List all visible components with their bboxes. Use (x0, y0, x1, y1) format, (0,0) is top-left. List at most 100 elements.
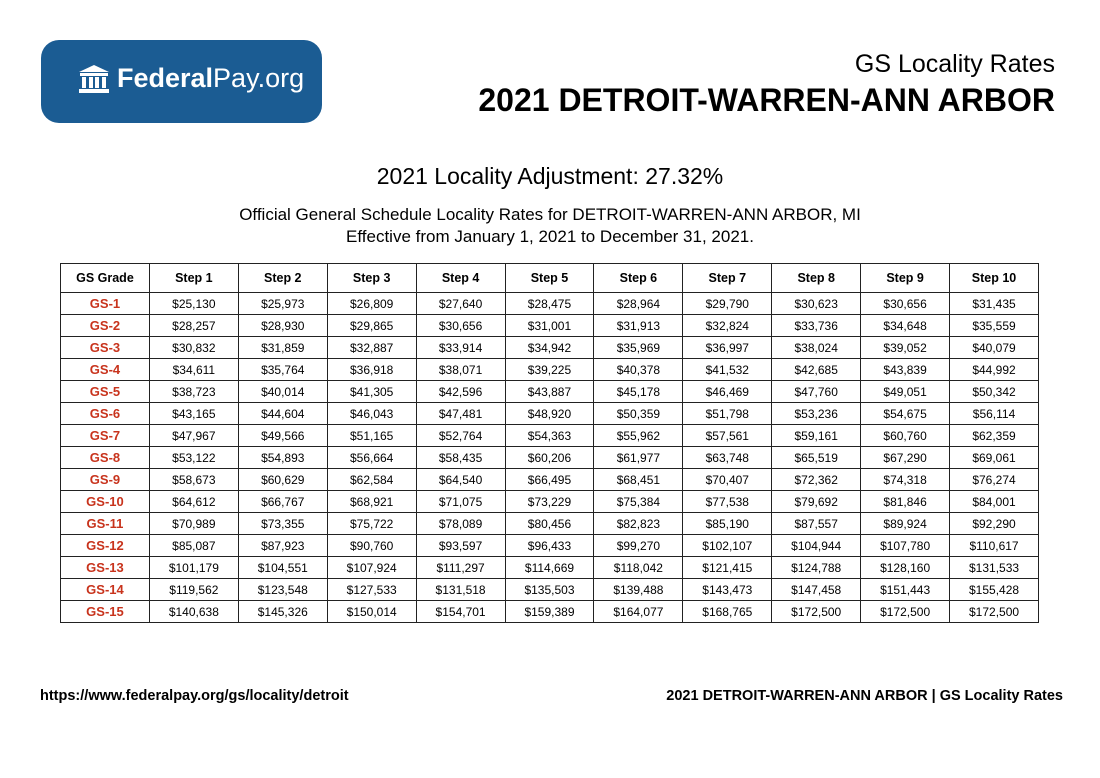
rate-cell: $68,451 (593, 468, 684, 491)
grade-cell: GS-15 (60, 600, 150, 623)
column-header: Step 3 (326, 263, 417, 293)
table-row: GS-8 $53,122 $54,893 $56,664 $58,435 $60,206 $… (60, 446, 1039, 469)
rate-cell: $80,456 (504, 512, 595, 535)
rate-cell: $75,384 (593, 490, 684, 513)
rate-cell: $172,500 (860, 600, 951, 623)
rate-cell: $43,887 (504, 380, 595, 403)
rate-cell: $111,297 (415, 556, 506, 579)
rate-cell: $164,077 (593, 600, 684, 623)
rate-cell: $40,378 (593, 358, 684, 381)
rate-cell: $65,519 (771, 446, 862, 469)
rate-cell: $75,722 (326, 512, 417, 535)
column-header: Step 4 (415, 263, 506, 293)
rate-cell: $73,229 (504, 490, 595, 513)
rate-cell: $34,942 (504, 336, 595, 359)
logo-light: Pay.org (213, 63, 305, 93)
footer-url[interactable]: https://www.federalpay.org/gs/locality/d… (40, 688, 349, 704)
rate-cell: $40,079 (949, 336, 1039, 359)
rate-cell: $107,924 (326, 556, 417, 579)
rate-cell: $45,178 (593, 380, 684, 403)
logo-text: FederalPay.org (117, 63, 304, 94)
rate-cell: $30,623 (771, 292, 862, 315)
rate-cell: $79,692 (771, 490, 862, 513)
rate-cell: $62,584 (326, 468, 417, 491)
rate-cell: $54,675 (860, 402, 951, 425)
rate-cell: $87,923 (237, 534, 328, 557)
column-header: Step 10 (949, 263, 1039, 293)
rate-cell: $87,557 (771, 512, 862, 535)
table-row: GS-6 $43,165 $44,604 $46,043 $47,481 $48,920 $… (60, 402, 1039, 425)
rate-cell: $43,839 (860, 358, 951, 381)
rate-cell: $145,326 (237, 600, 328, 623)
rate-cell: $73,355 (237, 512, 328, 535)
table-row: GS-1 $25,130 $25,973 $26,809 $27,640 $28,475 $… (60, 292, 1039, 315)
rate-cell: $60,206 (504, 446, 595, 469)
logo-icon (79, 65, 109, 93)
rate-cell: $50,342 (949, 380, 1039, 403)
grade-cell: GS-1 (60, 292, 150, 315)
rate-cell: $114,669 (504, 556, 595, 579)
grade-cell: GS-7 (60, 424, 150, 447)
table-row: GS-14 $119,562 $123,548 $127,533 $131,518 $13… (60, 578, 1039, 601)
rate-cell: $172,500 (771, 600, 862, 623)
rate-cell: $96,433 (504, 534, 595, 557)
rate-cell: $84,001 (949, 490, 1039, 513)
rate-cell: $47,967 (148, 424, 239, 447)
rate-cell: $32,824 (682, 314, 773, 337)
rate-cell: $34,611 (148, 358, 239, 381)
grade-cell: GS-11 (60, 512, 150, 535)
rate-cell: $147,458 (771, 578, 862, 601)
rate-cell: $56,664 (326, 446, 417, 469)
table-row: GS-2 $28,257 $28,930 $29,865 $30,656 $31,001 $… (60, 314, 1039, 337)
table-row: GS-9 $58,673 $60,629 $62,584 $64,540 $66,495 $… (60, 468, 1039, 491)
grade-cell: GS-2 (60, 314, 150, 337)
rate-cell: $135,503 (504, 578, 595, 601)
rate-cell: $49,051 (860, 380, 951, 403)
rate-cell: $60,629 (237, 468, 328, 491)
rate-cell: $38,071 (415, 358, 506, 381)
column-header: GS Grade (60, 263, 150, 293)
rate-cell: $35,559 (949, 314, 1039, 337)
rate-cell: $107,780 (860, 534, 951, 557)
rate-cell: $25,973 (237, 292, 328, 315)
rate-cell: $33,914 (415, 336, 506, 359)
rate-cell: $77,538 (682, 490, 773, 513)
rate-cell: $159,389 (504, 600, 595, 623)
rate-cell: $28,930 (237, 314, 328, 337)
rate-cell: $140,638 (148, 600, 239, 623)
rate-cell: $51,798 (682, 402, 773, 425)
description: Effective from January 1, 2021 to Decemb… (346, 227, 754, 246)
rate-cell: $104,551 (237, 556, 328, 579)
rate-cell: $36,997 (682, 336, 773, 359)
rate-cell: $48,920 (504, 402, 595, 425)
grade-cell: GS-12 (60, 534, 150, 557)
rate-cell: $46,043 (326, 402, 417, 425)
rate-cell: $41,532 (682, 358, 773, 381)
rate-cell: $28,475 (504, 292, 595, 315)
grade-cell: GS-4 (60, 358, 150, 381)
rate-cell: $28,257 (148, 314, 239, 337)
rate-cell: $36,918 (326, 358, 417, 381)
rate-cell: $93,597 (415, 534, 506, 557)
rate-cell: $58,435 (415, 446, 506, 469)
rate-cell: $168,765 (682, 600, 773, 623)
grade-cell: GS-10 (60, 490, 150, 513)
footer-text: 2021 DETROIT-WARREN-ANN ARBOR | GS Local… (666, 688, 1063, 704)
rate-cell: $151,443 (860, 578, 951, 601)
rate-cell: $28,964 (593, 292, 684, 315)
rate-cell: $55,962 (593, 424, 684, 447)
rate-cell: $64,540 (415, 468, 506, 491)
logo[interactable]: FederalPay.org (41, 40, 322, 123)
rate-cell: $38,024 (771, 336, 862, 359)
rate-cell: $30,832 (148, 336, 239, 359)
title: 2021 DETROIT-WARREN-ANN ARBOR (478, 82, 1055, 118)
logo-bold: Federal (117, 63, 214, 93)
rate-cell: $90,760 (326, 534, 417, 557)
rate-cell: $30,656 (415, 314, 506, 337)
rate-cell: $61,977 (593, 446, 684, 469)
rate-cell: $127,533 (326, 578, 417, 601)
table-row: GS-5 $38,723 $40,014 $41,305 $42,596 $43,887 $… (60, 380, 1039, 403)
rate-cell: $42,685 (771, 358, 862, 381)
column-header: Step 5 (504, 263, 595, 293)
